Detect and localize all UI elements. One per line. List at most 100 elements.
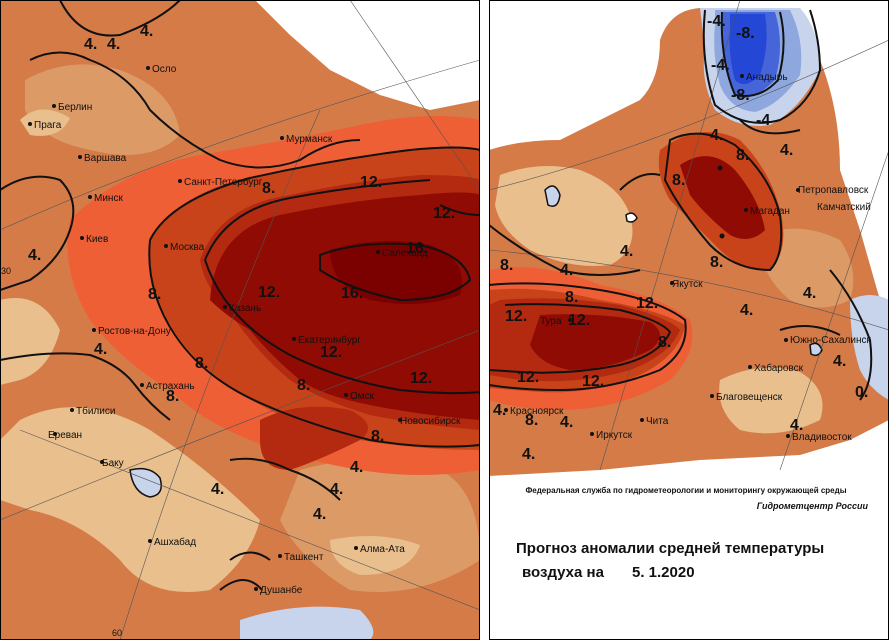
city-magadan: Магадан bbox=[750, 206, 790, 217]
isoline-value: 12. bbox=[360, 174, 382, 191]
isoline-value: 4. bbox=[620, 243, 633, 260]
isoline-value: 4. bbox=[94, 341, 107, 358]
isoline-value: 4. bbox=[803, 285, 816, 302]
city-tashkent: Ташкент bbox=[284, 552, 324, 563]
east-map: Анадырь Петропавловск Камчатский Магадан… bbox=[489, 0, 889, 476]
isoline-value: 8. bbox=[371, 428, 384, 445]
center-name: Гидрометцентр России bbox=[756, 501, 868, 511]
tan-zone bbox=[0, 298, 60, 385]
isoline-value: 4. bbox=[790, 417, 803, 434]
city-kamchatsky: Камчатский bbox=[817, 202, 871, 213]
tan-zone bbox=[0, 407, 260, 592]
isolines-east bbox=[489, 9, 873, 401]
isoline-labels-east: -4. -8. -4. -8. -4 4. 8. 8. 4. 8. 4. 8. … bbox=[493, 13, 868, 463]
city-irkutsk: Иркутск bbox=[596, 430, 633, 441]
city-astrakhan: Астрахань bbox=[146, 381, 195, 392]
tan-zone bbox=[25, 64, 180, 155]
city-chita: Чита bbox=[646, 416, 669, 427]
isoline-value: 12. bbox=[517, 369, 539, 386]
isoline-value: 4. bbox=[560, 262, 573, 279]
city-markers-west bbox=[28, 66, 402, 591]
isoline-value: 4. bbox=[28, 247, 41, 264]
city-yakutsk: Якутск bbox=[672, 279, 703, 290]
city-murmansk: Мурманск bbox=[286, 134, 333, 145]
isoline-value: 8. bbox=[525, 412, 538, 429]
city-ashgabat: Ашхабад bbox=[154, 536, 196, 548]
isoline-value: 4. bbox=[493, 402, 506, 419]
graticule bbox=[0, 0, 480, 640]
lake bbox=[809, 342, 823, 357]
latitude-label: 30 bbox=[1, 266, 11, 276]
tan-zone bbox=[280, 460, 480, 592]
isoline-value: 4. bbox=[560, 414, 573, 431]
tan-zone bbox=[719, 367, 823, 434]
agency-name: Федеральная служба по гидрометеорологии … bbox=[525, 486, 847, 495]
isoline-value: 8. bbox=[658, 334, 671, 351]
anomaly-12-16-zone bbox=[680, 156, 765, 239]
isoline-value: 16. bbox=[341, 285, 363, 302]
forecast-title-date-prefix: воздуха на bbox=[522, 564, 604, 581]
forecast-title: Прогноз аномалии средней температуры bbox=[516, 540, 825, 557]
negative-zone bbox=[240, 606, 374, 640]
isoline-value: 4. bbox=[833, 353, 846, 370]
city-moscow: Москва bbox=[170, 242, 205, 253]
isoline-value: 8. bbox=[297, 377, 310, 394]
city-yekaterinburg: Екатеринбург bbox=[298, 334, 361, 346]
isoline-value: -4 bbox=[756, 112, 770, 129]
tan-zone bbox=[495, 166, 633, 266]
city-blagoveshchensk: Благовещенск bbox=[716, 392, 783, 403]
isoline-value: 4. bbox=[211, 481, 224, 498]
isoline-value: 12. bbox=[582, 373, 604, 390]
isoline-value: 0. bbox=[855, 384, 868, 401]
isoline-value: 12. bbox=[568, 312, 590, 329]
isoline-value: 8. bbox=[195, 355, 208, 372]
info-panel: Федеральная служба по гидрометеорологии … bbox=[490, 478, 882, 636]
city-prague: Прага bbox=[34, 120, 62, 131]
city-yuzhno-sakhalinsk: Южно-Сахалинск bbox=[790, 335, 871, 346]
city-yerevan: Ереван bbox=[48, 430, 82, 441]
west-map: Осло Берлин Прага Варшава Минск Киев Мур… bbox=[0, 0, 480, 640]
isoline-value: 4. bbox=[350, 459, 363, 476]
isoline-value: 16. bbox=[406, 240, 428, 257]
isoline-labels-west: 4. 4. 4. 4. 8. 8. 4. 8. 12. 12. 16. 16. … bbox=[28, 23, 455, 523]
city-anadyr: Анадырь bbox=[746, 72, 788, 83]
isoline-value: -4. bbox=[707, 13, 726, 30]
isoline-value: 4. bbox=[313, 506, 326, 523]
isoline-value: 4. bbox=[107, 36, 120, 53]
city-labels-west: Осло Берлин Прага Варшава Минск Киев Мур… bbox=[34, 64, 461, 596]
city-krasnoyarsk: Красноярск bbox=[510, 406, 564, 417]
isoline-value: 8. bbox=[500, 257, 513, 274]
city-petropavlovsk: Петропавловск bbox=[798, 185, 869, 196]
isoline-value: 12. bbox=[320, 344, 342, 361]
isoline-value: -8. bbox=[736, 25, 755, 42]
city-dushanbe: Душанбе bbox=[260, 584, 303, 596]
forecast-date: 5. 1.2020 bbox=[632, 564, 695, 581]
isoline-value: 8. bbox=[672, 172, 685, 189]
isoline-value: 8. bbox=[710, 254, 723, 271]
city-baku: Баку bbox=[102, 458, 124, 469]
isoline-value: 8. bbox=[166, 388, 179, 405]
isoline-value: 12. bbox=[636, 295, 658, 312]
isoline-value: 8. bbox=[262, 180, 275, 197]
graticule bbox=[489, 0, 889, 471]
city-salekhard: Салехард bbox=[382, 248, 428, 259]
city-kyiv: Киев bbox=[86, 234, 108, 245]
lake bbox=[544, 185, 561, 207]
isoline-value: 4. bbox=[522, 446, 535, 463]
isoline-value: 4. bbox=[84, 36, 97, 53]
city-novosibirsk: Новосибирск bbox=[400, 415, 461, 427]
tan-zone bbox=[330, 536, 420, 575]
city-saint-petersburg: Санкт-Петербург bbox=[184, 176, 263, 188]
city-omsk: Омск bbox=[350, 391, 375, 402]
city-markers-east bbox=[504, 74, 800, 438]
isolines-west bbox=[0, 0, 480, 591]
city-kazan: Казань bbox=[229, 303, 261, 314]
isoline-value: 12. bbox=[410, 370, 432, 387]
city-almaty: Алма-Ата bbox=[360, 544, 405, 555]
isoline-value: 8. bbox=[148, 286, 161, 303]
anomaly-tail-zone bbox=[260, 406, 368, 470]
tan-zone bbox=[760, 228, 854, 308]
isoline-value: 4. bbox=[710, 127, 723, 144]
